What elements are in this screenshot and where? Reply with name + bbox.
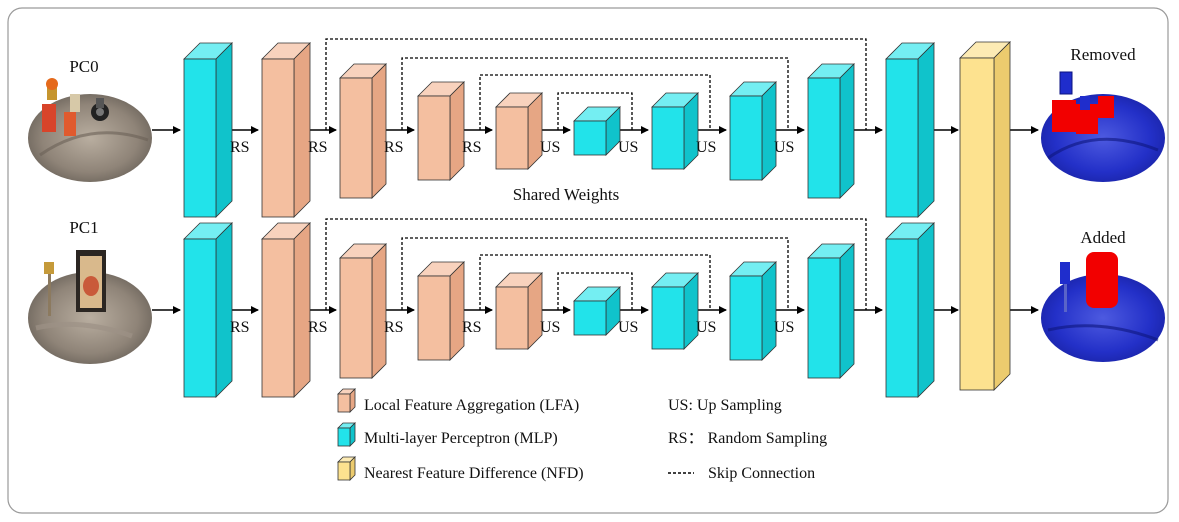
legend-nfd-label: Nearest Feature Difference (NFD) [364, 465, 584, 482]
op-label-bottom-7: US [696, 319, 716, 336]
skip-connection-top-3 [479, 74, 711, 130]
legend-lfa-label: Local Feature Aggregation (LFA) [364, 397, 579, 414]
lfa-block-4-bottom [495, 272, 543, 350]
op-label-top-5: US [540, 139, 560, 156]
mlp-block-bottleneck-bottom [573, 286, 621, 336]
op-label-top-4: RS [462, 139, 482, 156]
legend-lfa-cube [337, 388, 356, 413]
mlp-block-up-2-top [729, 81, 777, 181]
op-label-bottom-2: RS [308, 319, 328, 336]
pc1-point-cloud-image [28, 250, 152, 364]
op-label-top-6: US [618, 139, 638, 156]
lfa-block-1-top [261, 42, 311, 218]
skip-connections [325, 38, 867, 310]
mlp-block-up-4-top [885, 42, 935, 218]
op-label-bottom-6: US [618, 319, 638, 336]
legend-mlp-swatch [337, 422, 356, 447]
legend-skip-label: Skip Connection [708, 465, 815, 482]
mlp-block-up-3-top [807, 63, 855, 199]
lfa-block-3-bottom [417, 261, 465, 361]
lfa-block-1-bottom [261, 222, 311, 398]
op-label-bottom-4: RS [462, 319, 482, 336]
skip-connection-bottom-2 [401, 237, 789, 310]
op-label-bottom-1: RS [230, 319, 250, 336]
skip-connection-bottom-3 [479, 254, 711, 310]
pc0-point-cloud-image [28, 78, 152, 182]
op-labels: RS RS RS RS US US US US RS RS RS RS US US US US [230, 139, 794, 336]
flow-arrows [152, 126, 1039, 314]
op-label-top-3: RS [384, 139, 404, 156]
legend-mlp-label: Multi-layer Perceptron (MLP) [364, 430, 558, 447]
removed-point-cloud-image [1041, 71, 1165, 182]
mlp-block-1-top [183, 42, 233, 218]
legend-rs-label: RS： Random Sampling [668, 430, 827, 447]
removed-label: Removed [1070, 45, 1136, 64]
network-blocks [183, 41, 1011, 398]
op-label-top-7: US [696, 139, 716, 156]
mlp-block-up-1-bottom [651, 272, 699, 350]
added-point-cloud-image [1041, 252, 1165, 362]
pc0-label: PC0 [69, 57, 98, 76]
mlp-block-up-3-bottom [807, 243, 855, 379]
legend: Local Feature Aggregation (LFA) Multi-la… [337, 388, 827, 482]
op-label-bottom-5: US [540, 319, 560, 336]
skip-connection-top-2 [401, 57, 789, 130]
legend-lfa-swatch [337, 388, 356, 413]
skip-connection-top-1 [325, 38, 867, 130]
pc1-label: PC1 [69, 218, 98, 237]
skip-connection-bottom-1 [325, 218, 867, 310]
mlp-block-bottleneck-top [573, 106, 621, 156]
nfd-block [959, 41, 1011, 391]
lfa-block-2-top [339, 63, 387, 199]
lfa-block-2-bottom [339, 243, 387, 379]
op-label-top-1: RS [230, 139, 250, 156]
legend-us-label: US: Up Sampling [668, 397, 782, 414]
added-label: Added [1080, 228, 1126, 247]
mlp-block-1-bottom [183, 222, 233, 398]
mlp-block-up-4-bottom [885, 222, 935, 398]
op-label-top-8: US [774, 139, 794, 156]
mlp-block-up-1-top [651, 92, 699, 170]
legend-nfd-cube [337, 456, 356, 481]
legend-nfd-swatch [337, 456, 356, 481]
op-label-top-2: RS [308, 139, 328, 156]
op-label-bottom-8: US [774, 319, 794, 336]
mlp-block-up-2-bottom [729, 261, 777, 361]
lfa-block-4-top [495, 92, 543, 170]
op-label-bottom-3: RS [384, 319, 404, 336]
shared-weights-label: Shared Weights [513, 185, 619, 204]
legend-mlp-cube [337, 422, 356, 447]
lfa-block-3-top [417, 81, 465, 181]
